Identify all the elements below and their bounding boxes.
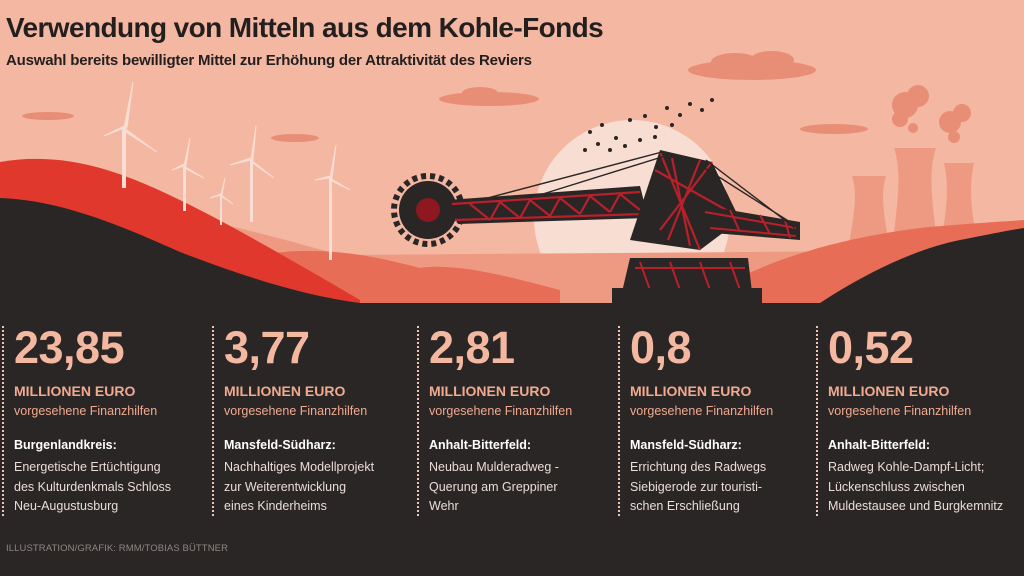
boom-truss xyxy=(451,190,646,222)
excavator-base xyxy=(622,258,752,292)
dark-hill-right xyxy=(820,228,1024,303)
image-credit: ILLUSTRATION/GRAFIK: RMM/TOBIAS BÜTTNER xyxy=(6,543,229,554)
crawler-tracks xyxy=(612,288,762,304)
funding-description: Nachhaltiges Modellprojekt zur Weiterent… xyxy=(224,460,375,513)
dotted-divider xyxy=(2,326,4,516)
dotted-divider xyxy=(618,326,620,516)
funding-region: Anhalt-Bitterfeld: xyxy=(429,438,532,452)
funding-region: Anhalt-Bitterfeld: xyxy=(828,438,931,452)
wind-turbine xyxy=(103,81,158,188)
bucket-wheel-excavator xyxy=(391,150,800,304)
funding-description: Errichtung des Radwegs Siebigerode zur t… xyxy=(630,460,767,513)
funding-note: vorgesehene Finanzhilfen xyxy=(224,404,368,418)
funding-description: Radweg Kohle-Dampf-Licht; Lückenschluss … xyxy=(828,460,1004,513)
page-title: Verwendung von Mitteln aus dem Kohle-Fon… xyxy=(6,12,604,43)
wind-turbine xyxy=(209,177,234,225)
wind-turbines xyxy=(103,81,351,260)
funding-note: vorgesehene Finanzhilfen xyxy=(630,404,774,418)
page-subtitle: Auswahl bereits bewilligter Mittel zur E… xyxy=(6,52,532,69)
dotted-divider xyxy=(417,326,419,516)
dotted-divider xyxy=(816,326,818,516)
funding-amount: 23,85 xyxy=(14,322,125,373)
counterweight-truss xyxy=(704,209,797,239)
bird-flock xyxy=(583,98,714,152)
funding-amount: 0,8 xyxy=(630,322,692,373)
wind-turbine xyxy=(171,137,205,211)
funding-description: Neubau Mulderadweg - Querung am Greppine… xyxy=(429,460,559,513)
funding-note: vorgesehene Finanzhilfen xyxy=(828,404,972,418)
funding-description: Energetische Ertüchtigung des Kulturdenk… xyxy=(14,460,172,513)
funding-item: 3,77 MILLIONEN EURO vorgesehene Finanzhi… xyxy=(212,322,408,522)
counterweight-boom xyxy=(700,205,800,240)
funding-unit: MILLIONEN EURO xyxy=(14,383,136,399)
funding-item: 23,85 MILLIONEN EURO vorgesehene Finanzh… xyxy=(2,322,198,522)
funding-amount: 3,77 xyxy=(224,322,310,373)
wind-turbine xyxy=(314,144,351,260)
funding-unit: MILLIONEN EURO xyxy=(630,383,752,399)
funding-note: vorgesehene Finanzhilfen xyxy=(14,404,158,418)
dotted-divider xyxy=(212,326,214,516)
tower-truss xyxy=(654,151,736,251)
funding-amount: 0,52 xyxy=(828,322,914,373)
funding-item: 0,52 MILLIONEN EURO vorgesehene Finanzhi… xyxy=(816,322,1012,522)
funding-region: Mansfeld-Südharz: xyxy=(630,438,742,452)
funding-note: vorgesehene Finanzhilfen xyxy=(429,404,573,418)
wind-turbine xyxy=(229,125,275,222)
smoke-plumes xyxy=(892,85,971,143)
funding-region: Mansfeld-Südharz: xyxy=(224,438,336,452)
info-panel-background xyxy=(0,303,1024,576)
clouds xyxy=(22,51,868,142)
base-truss xyxy=(635,261,745,291)
funding-item: 0,8 MILLIONEN EURO vorgesehene Finanzhil… xyxy=(618,322,814,522)
funding-region: Burgenlandkreis: xyxy=(14,438,117,452)
funding-item: 2,81 MILLIONEN EURO vorgesehene Finanzhi… xyxy=(417,322,613,522)
funding-amount: 2,81 xyxy=(429,322,515,373)
funding-unit: MILLIONEN EURO xyxy=(828,383,950,399)
support-cables xyxy=(479,151,796,229)
funding-unit: MILLIONEN EURO xyxy=(429,383,551,399)
funding-unit: MILLIONEN EURO xyxy=(224,383,346,399)
